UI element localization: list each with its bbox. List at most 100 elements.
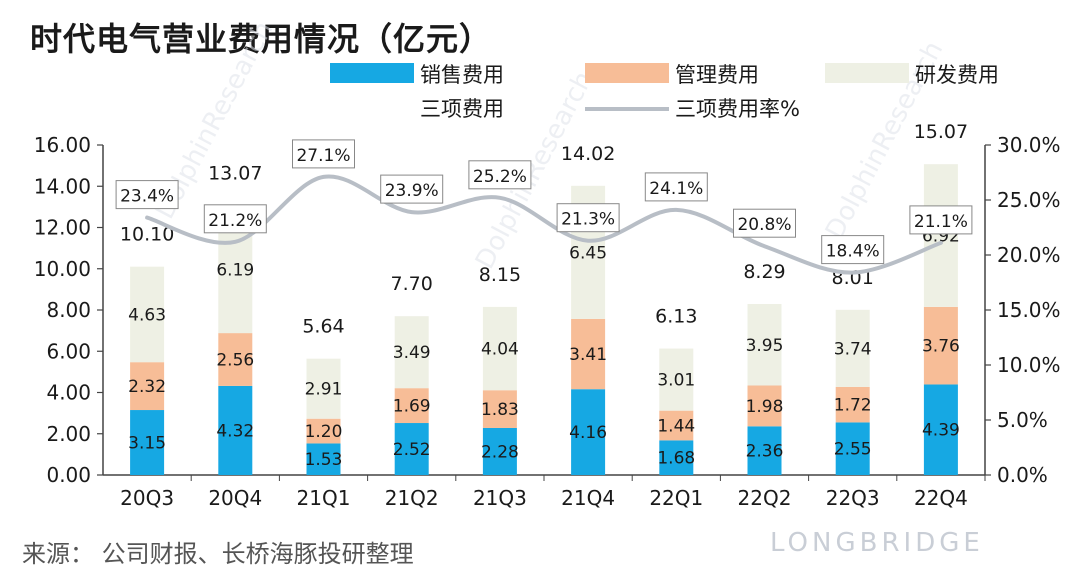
value-label-sales: 2.55 — [834, 440, 872, 460]
legend-label-rd: 研发费用 — [915, 63, 999, 87]
bar-admin — [659, 410, 694, 441]
value-label-rd: 2.91 — [305, 380, 343, 400]
rate-label-box — [909, 205, 973, 235]
x-tick-label: 22Q4 — [914, 486, 968, 510]
y-tick-label: 0.00 — [46, 463, 91, 487]
total-label: 13.07 — [208, 162, 262, 184]
x-tick-label: 21Q1 — [297, 486, 351, 510]
bar-rd — [659, 348, 694, 411]
y2-tick-label: 25.0% — [997, 188, 1061, 212]
value-label-admin: 2.32 — [128, 377, 166, 397]
value-label-rd: 4.04 — [481, 340, 519, 360]
bar-rd — [923, 164, 958, 307]
rate-label: 23.4% — [120, 187, 174, 207]
value-label-rd: 6.19 — [216, 260, 254, 280]
value-label-admin: 1.98 — [746, 397, 784, 417]
legend-label-admin: 管理费用 — [675, 63, 759, 87]
rate-label: 21.1% — [914, 212, 968, 232]
rate-label: 20.8% — [737, 215, 791, 235]
y2-tick-label: 10.0% — [997, 353, 1061, 377]
bar-sales — [394, 423, 429, 475]
rate-label-box — [556, 203, 620, 233]
rate-label-box — [115, 180, 179, 210]
value-label-admin: 1.72 — [834, 396, 872, 416]
legend-label-sales: 销售费用 — [420, 63, 504, 87]
rate-label: 24.1% — [649, 179, 703, 199]
total-label: 8.29 — [743, 261, 785, 283]
y-tick-label: 14.00 — [34, 174, 91, 198]
rate-label: 21.2% — [208, 211, 262, 231]
rate-label: 21.3% — [561, 210, 615, 230]
value-label-rd: 3.74 — [834, 339, 872, 359]
bar-admin — [130, 362, 165, 411]
value-label-admin: 1.44 — [657, 417, 695, 437]
total-label: 14.02 — [561, 143, 615, 165]
bar-admin — [394, 388, 429, 424]
y2-tick-label: 20.0% — [997, 243, 1061, 267]
rate-label-box — [292, 139, 355, 169]
bar-sales — [482, 427, 517, 475]
y-tick-label: 10.00 — [34, 257, 91, 281]
value-label-sales: 2.28 — [481, 442, 519, 462]
y2-tick-label: 5.0% — [997, 408, 1048, 432]
total-label: 10.10 — [120, 224, 174, 246]
y-tick-label: 4.00 — [46, 381, 91, 405]
y-tick-label: 16.00 — [34, 133, 91, 157]
x-tick-label: 22Q1 — [649, 486, 703, 510]
legend-swatch-rd — [825, 63, 909, 83]
bar-sales — [130, 410, 165, 475]
value-label-sales: 4.32 — [216, 421, 254, 441]
y-tick-label: 12.00 — [34, 216, 91, 240]
value-label-sales: 4.39 — [922, 421, 960, 441]
value-label-sales: 3.15 — [128, 434, 166, 454]
chart-title: 时代电气营业费用情况（亿元） — [30, 20, 493, 58]
legend-label-rate: 三项费用率% — [675, 97, 800, 121]
rate-label-box — [380, 174, 444, 204]
bar-rd — [835, 309, 870, 387]
bar-rd — [130, 266, 165, 363]
bar-admin — [306, 418, 341, 444]
bar-admin — [482, 390, 517, 428]
rate-line — [145, 174, 943, 275]
y-tick-label: 6.00 — [46, 339, 91, 363]
rate-label-box — [468, 160, 532, 190]
x-tick-label: 21Q4 — [561, 486, 615, 510]
bar-sales — [306, 443, 341, 475]
bar-sales — [659, 440, 694, 475]
rate-label-box — [733, 208, 796, 238]
value-label-admin: 1.83 — [481, 400, 519, 420]
total-label: 15.07 — [914, 121, 968, 143]
bar-rd — [747, 304, 782, 386]
value-label-admin: 3.76 — [922, 337, 960, 357]
y-tick-label: 8.00 — [46, 298, 91, 322]
value-label-sales: 2.52 — [393, 440, 431, 460]
rate-label-box — [203, 204, 267, 234]
y2-tick-label: 30.0% — [997, 133, 1061, 157]
total-label: 7.70 — [391, 273, 433, 295]
bar-admin — [218, 333, 253, 386]
value-label-rd: 3.01 — [657, 371, 695, 391]
rate-label: 27.1% — [296, 146, 350, 166]
rate-label: 25.2% — [473, 167, 527, 187]
y2-tick-label: 15.0% — [997, 298, 1061, 322]
source-note: 来源： 公司财报、长桥海豚投研整理 — [22, 540, 414, 568]
bar-sales — [835, 422, 870, 475]
x-tick-label: 21Q2 — [385, 486, 439, 510]
value-label-rd: 3.95 — [746, 336, 784, 356]
value-label-admin: 1.20 — [305, 422, 343, 442]
value-label-sales: 4.16 — [569, 423, 607, 443]
value-label-rd: 4.63 — [128, 305, 166, 325]
bar-rd — [482, 306, 517, 391]
value-label-rd: 6.45 — [569, 243, 607, 263]
watermark-logo: LONGBRIDGE — [770, 528, 984, 558]
bar-admin — [923, 306, 958, 385]
bar-admin — [747, 385, 782, 427]
y-tick-label: 2.00 — [46, 422, 91, 446]
total-label: 8.15 — [479, 264, 521, 286]
total-label: 6.13 — [655, 306, 697, 328]
x-tick-label: 22Q3 — [826, 486, 880, 510]
bar-rd — [394, 316, 429, 389]
x-tick-label: 22Q2 — [738, 486, 792, 510]
value-label-admin: 2.56 — [216, 351, 254, 371]
